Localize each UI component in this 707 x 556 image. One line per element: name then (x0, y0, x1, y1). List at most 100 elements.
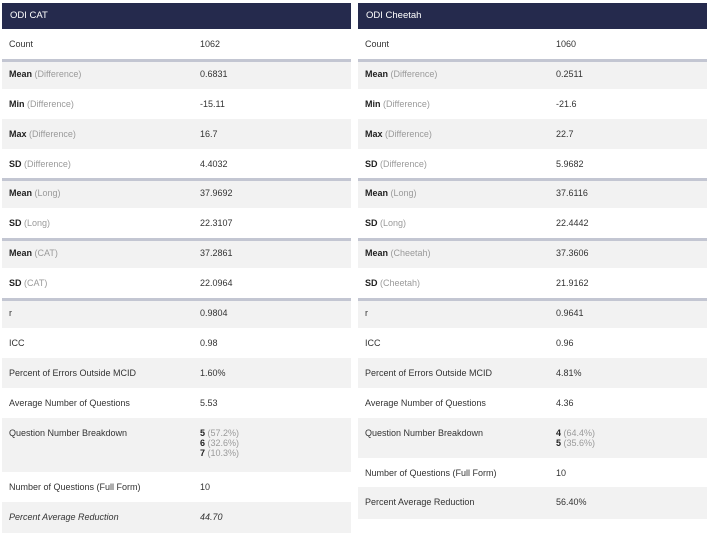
breakdown-line: 4 (64.4%) (556, 428, 595, 438)
row-label: Percent of Errors Outside MCID (358, 368, 552, 378)
row-value: 5 (57.2%) 6 (32.6%) 7 (10.3%) (196, 428, 239, 458)
row-value: 5.53 (200, 398, 218, 408)
table-row: SD (Long) 22.4442 (358, 208, 707, 238)
row-label: Mean (Difference) (358, 69, 552, 79)
table-row: Percent Average Reduction 44.70 (2, 502, 351, 533)
table-row: Question Number Breakdown 5 (57.2%) 6 (32.… (2, 418, 351, 472)
row-value: 1.60% (200, 368, 226, 378)
row-label: Min (Difference) (2, 99, 196, 109)
row-label-qualifier: (Long) (390, 188, 417, 198)
row-label-text: r (365, 308, 368, 318)
breakdown-line: 7 (10.3%) (200, 448, 239, 458)
row-label-qualifier: (Long) (24, 218, 51, 228)
row-value: 0.9641 (556, 308, 584, 318)
table-row: Number of Questions (Full Form) 10 (358, 458, 707, 487)
row-label-text: r (9, 308, 12, 318)
row-value: 4.4032 (200, 159, 228, 169)
row-label: Question Number Breakdown (358, 428, 552, 438)
table-row: SD (Difference) 4.4032 (2, 149, 351, 178)
breakdown-line: 5 (57.2%) (200, 428, 239, 438)
row-label-qualifier: (Long) (380, 218, 407, 228)
row-label-text: Mean (9, 188, 33, 198)
row-value: 4.81% (556, 368, 582, 378)
table-row: Percent of Errors Outside MCID 1.60% (2, 358, 351, 388)
row-value: 5.9682 (556, 159, 584, 169)
table-row: Mean (Cheetah) 37.3606 (358, 238, 707, 268)
breakdown-percent: (57.2%) (207, 428, 240, 438)
row-label: ICC (2, 338, 196, 348)
row-label-qualifier: (CAT) (34, 248, 58, 258)
breakdown-count: 7 (200, 448, 206, 458)
row-label-text: Number of Questions (Full Form) (365, 468, 497, 478)
row-value: 37.2861 (200, 248, 233, 258)
row-label: Percent of Errors Outside MCID (2, 368, 196, 378)
row-label-text: Count (365, 39, 390, 49)
row-label-text: Max (365, 129, 383, 139)
row-label-text: Average Number of Questions (365, 398, 486, 408)
row-value: 22.0964 (200, 278, 233, 288)
row-value: 21.9162 (556, 278, 589, 288)
row-label: Percent Average Reduction (358, 497, 552, 507)
table-row: SD (Cheetah) 21.9162 (358, 268, 707, 298)
row-label-qualifier: (Difference) (380, 159, 427, 169)
table-row: Percent of Errors Outside MCID 4.81% (358, 358, 707, 388)
row-label-text: Min (365, 99, 381, 109)
row-value: 0.6831 (200, 69, 228, 79)
row-label: Mean (Difference) (2, 69, 196, 79)
row-label: Max (Difference) (2, 129, 196, 139)
row-label-text: Number of Questions (Full Form) (9, 482, 141, 492)
row-label-qualifier: (Difference) (385, 129, 432, 139)
table-row: Percent Average Reduction 56.40% (358, 487, 707, 519)
row-label-text: SD (9, 159, 22, 169)
breakdown-count: 5 (200, 428, 206, 438)
stats-table: Count 1062 Mean (Difference) 0.6831 Min (Dif… (2, 29, 351, 533)
row-label-text: Mean (365, 248, 389, 258)
panel-title: ODI CAT (2, 3, 351, 29)
row-label: Question Number Breakdown (2, 428, 196, 438)
row-label: Percent Average Reduction (2, 512, 196, 522)
table-row: Min (Difference) -15.11 (2, 89, 351, 119)
row-value: 10 (556, 468, 567, 478)
row-label-text: Percent of Errors Outside MCID (9, 368, 137, 378)
row-label-qualifier: (Difference) (27, 99, 74, 109)
table-row: Max (Difference) 16.7 (2, 119, 351, 149)
table-row: Count 1062 (2, 29, 351, 59)
table-row: Count 1060 (358, 29, 707, 59)
row-label-qualifier: (CAT) (24, 278, 48, 288)
row-label-qualifier: (Difference) (390, 69, 438, 79)
row-value: 0.9804 (200, 308, 228, 318)
row-value: 22.3107 (200, 218, 233, 228)
table-row: SD (CAT) 22.0964 (2, 268, 351, 298)
row-label-text: ICC (365, 338, 381, 348)
row-value: 56.40% (556, 497, 587, 507)
breakdown-percent: (35.6%) (563, 438, 596, 448)
row-label-text: SD (365, 159, 378, 169)
row-value: 0.2511 (556, 69, 583, 79)
table-row: Number of Questions (Full Form) 10 (2, 472, 351, 502)
row-label-qualifier: (Cheetah) (390, 248, 431, 258)
table-row: SD (Difference) 5.9682 (358, 149, 707, 178)
table-row: Mean (CAT) 37.2861 (2, 238, 351, 268)
row-label-text: SD (9, 218, 22, 228)
breakdown-count: 4 (556, 428, 562, 438)
row-label: SD (CAT) (2, 278, 196, 288)
row-value: 16.7 (200, 129, 218, 139)
row-label: SD (Long) (358, 218, 552, 228)
row-label-text: Percent of Errors Outside MCID (365, 368, 493, 378)
row-label-text: Max (9, 129, 27, 139)
row-label: Mean (Long) (358, 188, 552, 198)
table-row: Max (Difference) 22.7 (358, 119, 707, 149)
row-label-text: ICC (9, 338, 25, 348)
row-value: 0.96 (556, 338, 574, 348)
row-label: SD (Long) (2, 218, 196, 228)
row-label: Average Number of Questions (2, 398, 196, 408)
table-row: Mean (Long) 37.6116 (358, 178, 707, 208)
row-label: Mean (Long) (2, 188, 196, 198)
row-label-text: Question Number Breakdown (365, 428, 484, 438)
row-label-qualifier: (Cheetah) (380, 278, 421, 288)
row-label-text: Min (9, 99, 25, 109)
row-label-text: Mean (365, 188, 389, 198)
row-value: 1060 (556, 39, 577, 49)
breakdown-percent: (10.3%) (207, 448, 240, 458)
breakdown-line: 5 (35.6%) (556, 438, 595, 448)
